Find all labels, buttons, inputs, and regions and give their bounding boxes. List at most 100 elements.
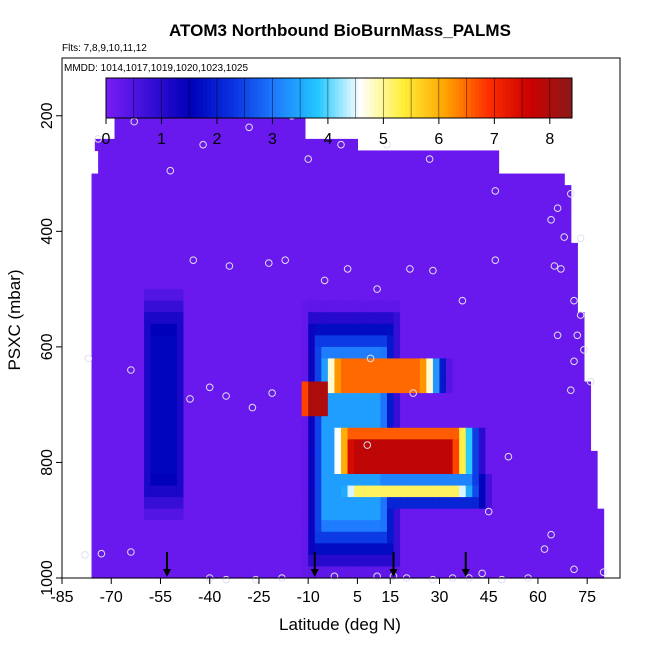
heatmap-cell	[203, 485, 211, 498]
heatmap-cell	[255, 531, 263, 544]
heatmap-cell	[255, 381, 263, 394]
heatmap-cell	[121, 115, 129, 128]
heatmap-cell	[393, 497, 401, 510]
heatmap-cell	[124, 208, 132, 221]
heatmap-cell	[465, 531, 473, 544]
x-axis-label: Latitude (deg N)	[279, 615, 401, 634]
heatmap-cell	[485, 277, 493, 290]
heatmap-cell	[314, 450, 322, 464]
heatmap-cell	[98, 289, 106, 302]
sample-point-marker	[166, 166, 175, 175]
heatmap-cell	[551, 242, 559, 256]
heatmap-cell	[472, 566, 480, 579]
heatmap-cell	[498, 266, 506, 279]
heatmap-cell	[91, 439, 99, 452]
heatmap-cell	[583, 427, 592, 440]
heatmap-cell	[104, 381, 112, 394]
heatmap-cell	[91, 393, 99, 406]
heatmap-cell	[104, 554, 112, 568]
heatmap-cell	[360, 254, 368, 267]
heatmap-cell	[393, 508, 401, 521]
heatmap-cell	[341, 219, 349, 232]
heatmap-cell	[491, 416, 500, 429]
heatmap-cell	[321, 462, 329, 475]
heatmap-cell	[557, 393, 565, 406]
heatmap-cell	[570, 381, 578, 394]
heatmap-cell	[432, 404, 441, 417]
heatmap-cell	[432, 185, 441, 198]
heatmap-cell	[137, 450, 145, 464]
heatmap-cell	[216, 266, 224, 279]
heatmap-cell	[551, 474, 559, 487]
heatmap-cell	[439, 393, 447, 406]
heatmap-cell	[373, 173, 381, 186]
heatmap-cell	[524, 427, 532, 440]
heatmap-cell	[222, 300, 230, 313]
heatmap-cell	[91, 277, 99, 290]
heatmap-cell	[321, 427, 329, 440]
heatmap-cell	[373, 196, 381, 209]
heatmap-cell	[544, 404, 552, 417]
heatmap-cell	[275, 485, 283, 498]
heatmap-cell	[459, 531, 467, 544]
heatmap-cell	[583, 474, 592, 487]
heatmap-cell	[203, 162, 211, 175]
heatmap-cell	[465, 231, 473, 244]
heatmap-cell	[190, 543, 198, 556]
heatmap-cell	[400, 150, 408, 163]
heatmap-cell	[255, 566, 263, 579]
heatmap-cell	[183, 566, 191, 579]
heatmap-cell	[386, 266, 395, 279]
heatmap-cell	[537, 381, 546, 394]
heatmap-cell	[590, 508, 598, 521]
heatmap-cell	[518, 497, 526, 510]
heatmap-cell	[373, 150, 381, 163]
heatmap-cell	[281, 427, 290, 440]
heatmap-cell	[531, 300, 539, 313]
heatmap-cell	[203, 312, 211, 325]
heatmap-cell	[117, 474, 125, 487]
heatmap-cell	[124, 450, 132, 464]
heatmap-cell	[557, 462, 565, 475]
heatmap-cell	[419, 393, 427, 406]
heatmap-cell	[327, 393, 336, 406]
heatmap-cell	[439, 416, 447, 429]
heatmap-cell	[170, 427, 178, 440]
colorbar-swatch	[121, 78, 126, 118]
heatmap-cell	[196, 300, 204, 313]
colorbar-swatch	[304, 78, 309, 118]
heatmap-cell	[334, 416, 342, 429]
heatmap-cell	[295, 208, 303, 221]
heatmap-cell	[190, 531, 198, 544]
heatmap-cell	[295, 150, 303, 163]
heatmap-cell	[275, 462, 283, 475]
heatmap-cell	[354, 497, 362, 510]
heatmap-cell	[114, 127, 122, 140]
heatmap-cell	[91, 554, 99, 568]
heatmap-cell	[117, 323, 125, 336]
heatmap-cell	[170, 566, 178, 579]
heatmap-cell	[406, 543, 414, 556]
heatmap-cell	[144, 393, 152, 406]
heatmap-cell	[373, 358, 381, 371]
heatmap-cell	[190, 566, 198, 579]
heatmap-cell	[262, 185, 270, 198]
heatmap-cell	[360, 566, 368, 579]
heatmap-cell	[170, 312, 178, 325]
heatmap-cell	[209, 497, 217, 510]
heatmap-cell	[235, 219, 244, 232]
heatmap-cell	[170, 196, 178, 209]
heatmap-cell	[183, 520, 191, 533]
heatmap-cell	[505, 370, 513, 383]
heatmap-cell	[334, 543, 342, 556]
heatmap-cell	[459, 485, 467, 498]
heatmap-cell	[478, 508, 487, 521]
heatmap-cell	[268, 416, 276, 429]
heatmap-cell	[262, 416, 270, 429]
heatmap-cell	[209, 242, 217, 256]
heatmap-cell	[190, 554, 198, 568]
heatmap-cell	[406, 520, 414, 533]
heatmap-cell	[347, 531, 355, 544]
heatmap-cell	[196, 543, 204, 556]
heatmap-cell	[452, 312, 460, 325]
